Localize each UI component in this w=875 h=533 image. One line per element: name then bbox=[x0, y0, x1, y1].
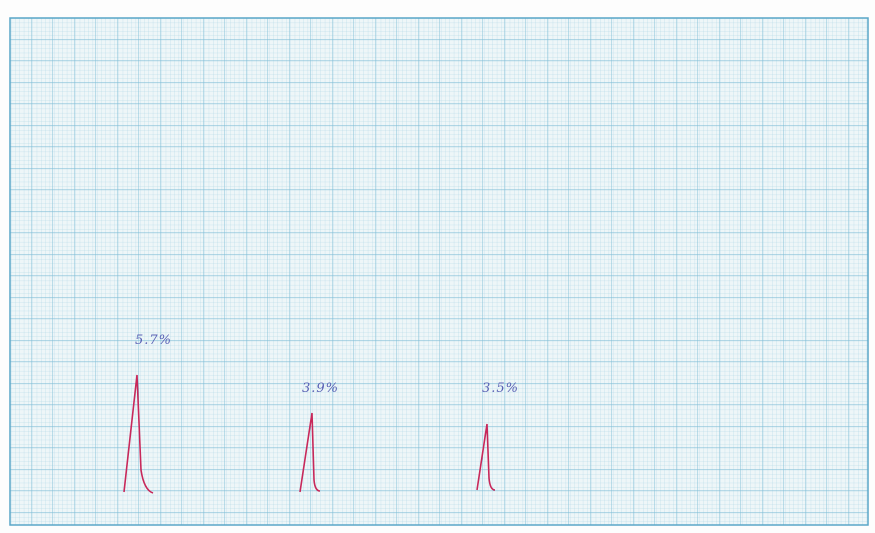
peak-annotation: 3.5% bbox=[482, 381, 519, 396]
chart-paper: 5.7% 3.9% 3.5% bbox=[0, 0, 875, 533]
peak-annotation: 5.7% bbox=[135, 333, 172, 348]
grid bbox=[10, 18, 868, 525]
page: 5.7% 3.9% 3.5% (() => { const data = JSO… bbox=[0, 0, 875, 533]
peak-annotation: 3.9% bbox=[302, 381, 339, 396]
